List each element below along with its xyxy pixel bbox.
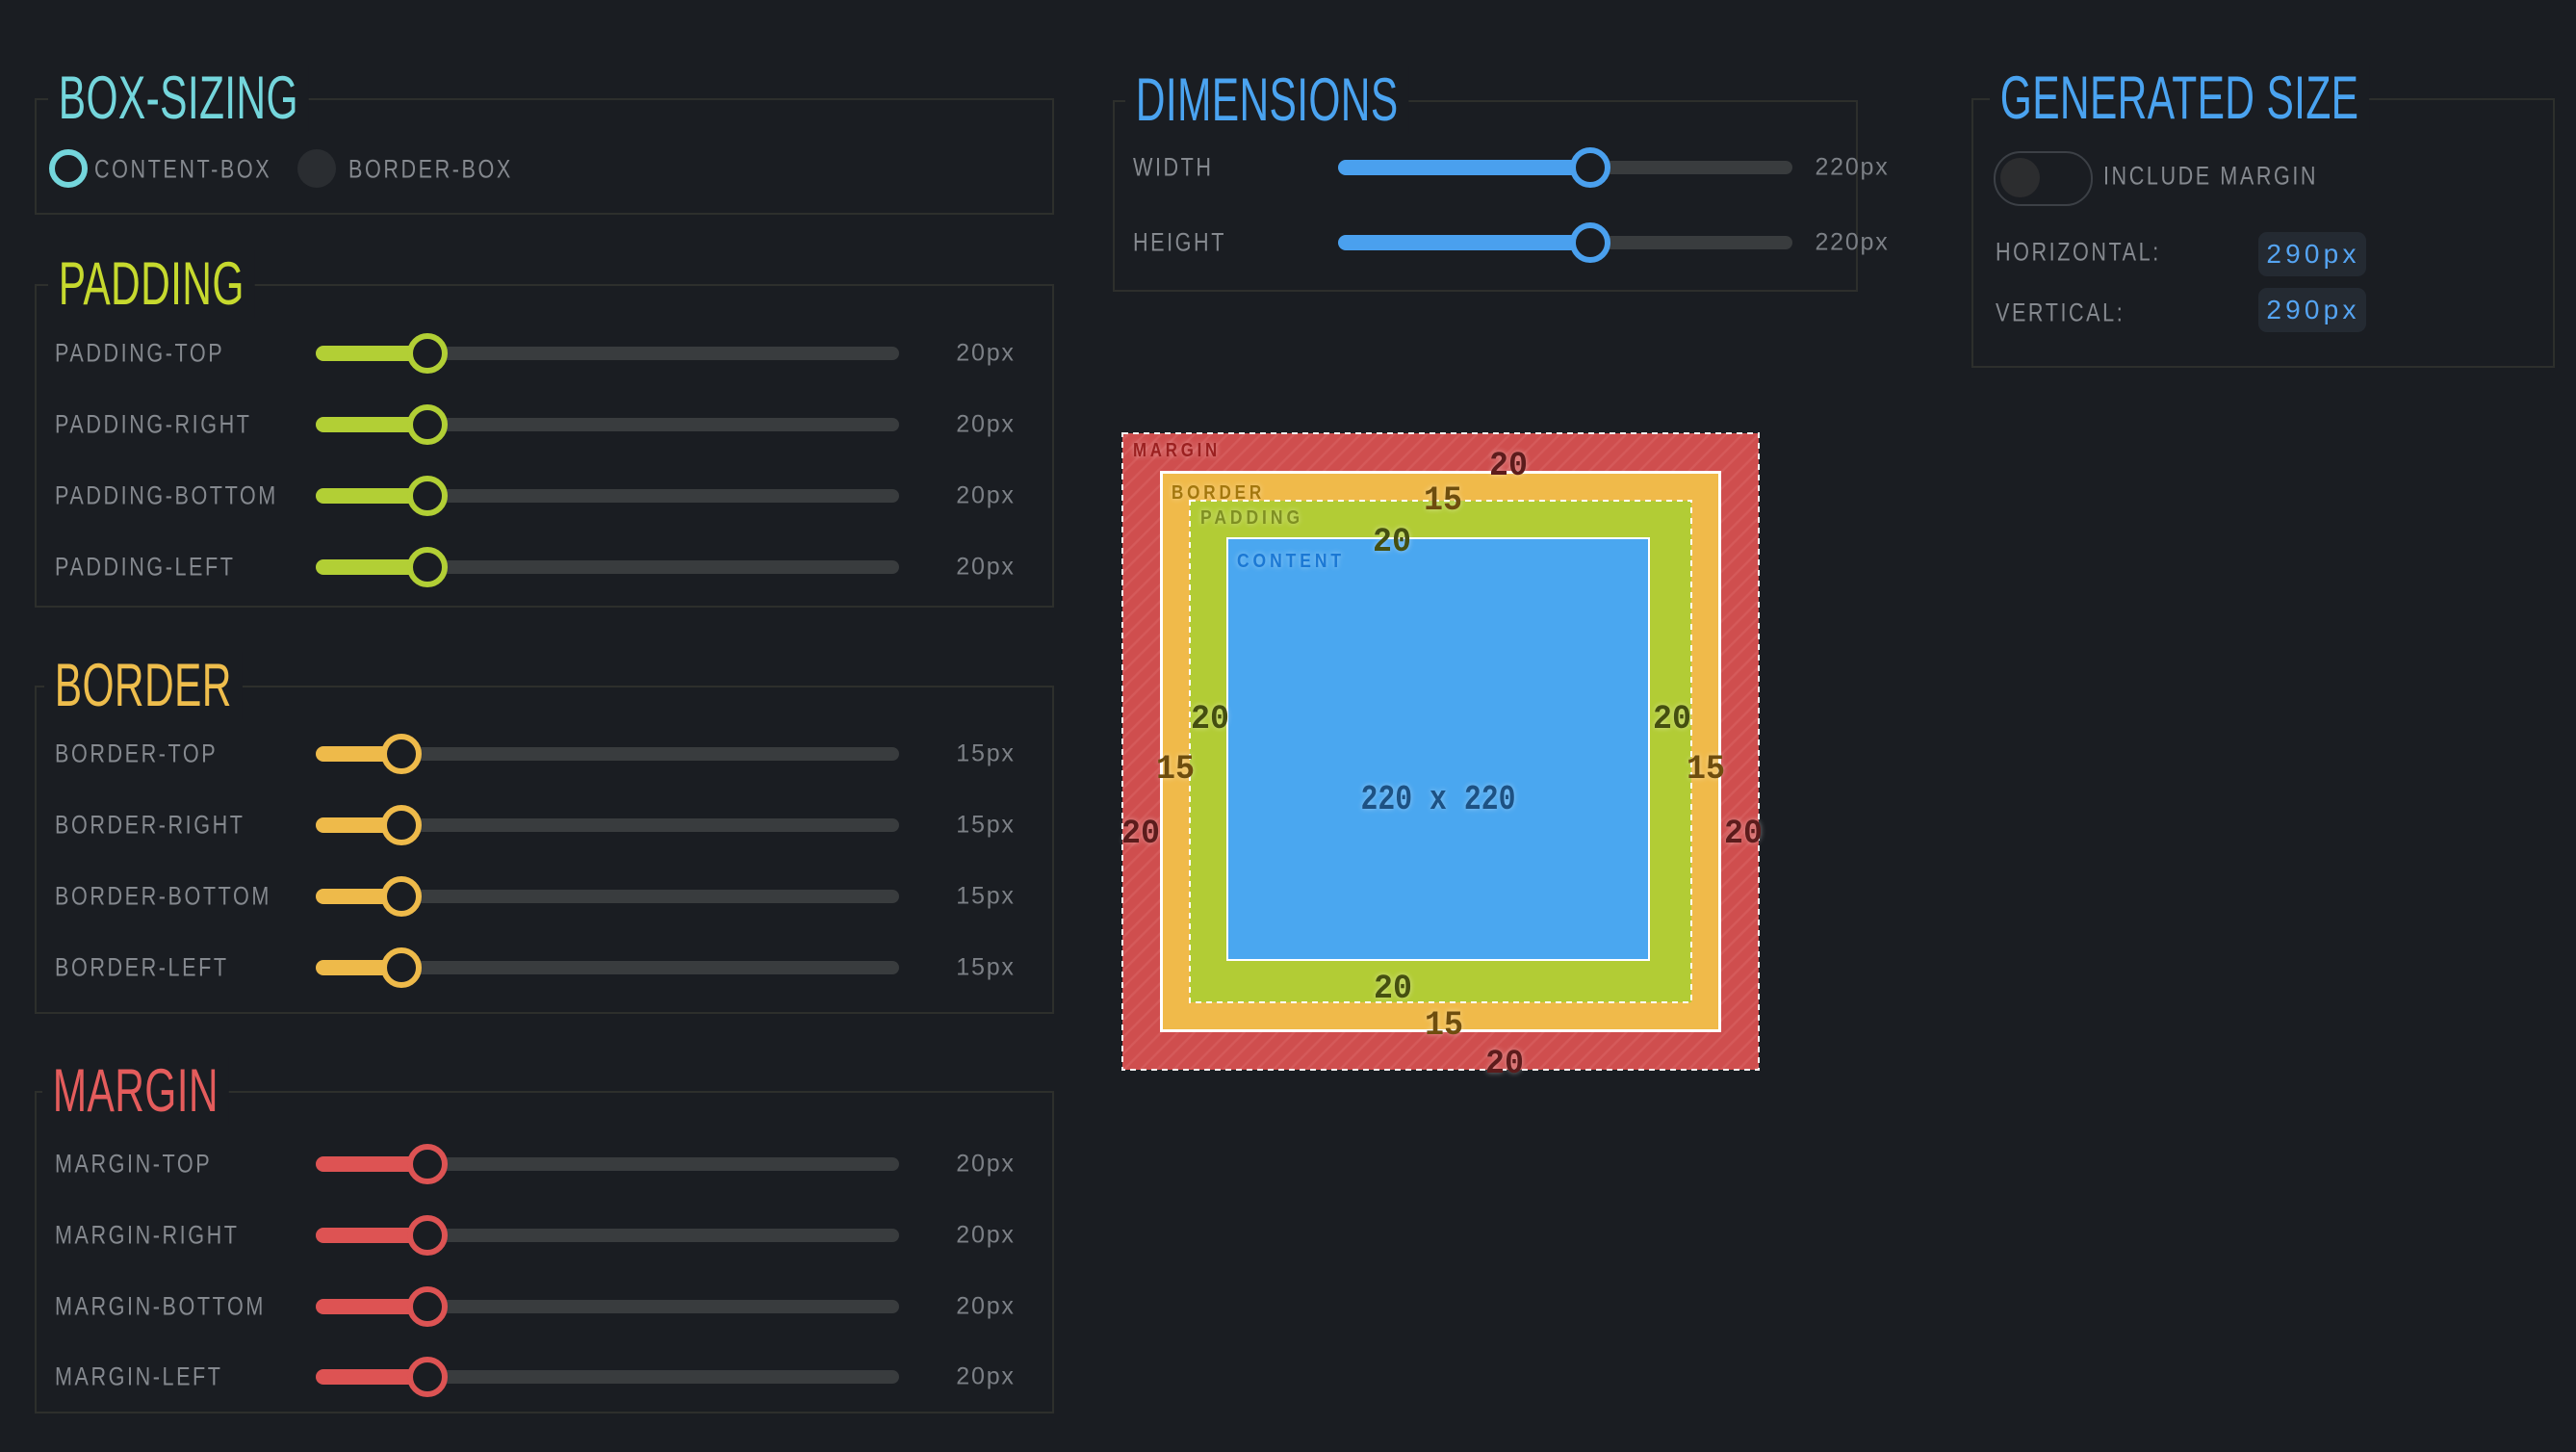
svg-text:20: 20 (1489, 447, 1528, 485)
svg-text:15: 15 (1424, 481, 1462, 520)
svg-text:15: 15 (1156, 750, 1195, 789)
svg-text:CONTENT: CONTENT (1237, 551, 1345, 572)
svg-text:220 x 220: 220 x 220 (1361, 780, 1516, 819)
svg-text:20: 20 (1653, 700, 1691, 739)
svg-text:PADDING: PADDING (1200, 507, 1303, 529)
svg-text:BORDER: BORDER (1172, 482, 1265, 504)
svg-text:20: 20 (1485, 1045, 1524, 1083)
svg-text:20: 20 (1373, 523, 1411, 561)
svg-text:20: 20 (1374, 970, 1412, 1008)
svg-text:15: 15 (1687, 750, 1725, 789)
svg-text:15: 15 (1425, 1006, 1463, 1045)
svg-text:20: 20 (1724, 815, 1763, 853)
svg-text:20: 20 (1191, 700, 1229, 739)
svg-text:MARGIN: MARGIN (1133, 440, 1221, 461)
svg-text:20: 20 (1121, 815, 1160, 853)
